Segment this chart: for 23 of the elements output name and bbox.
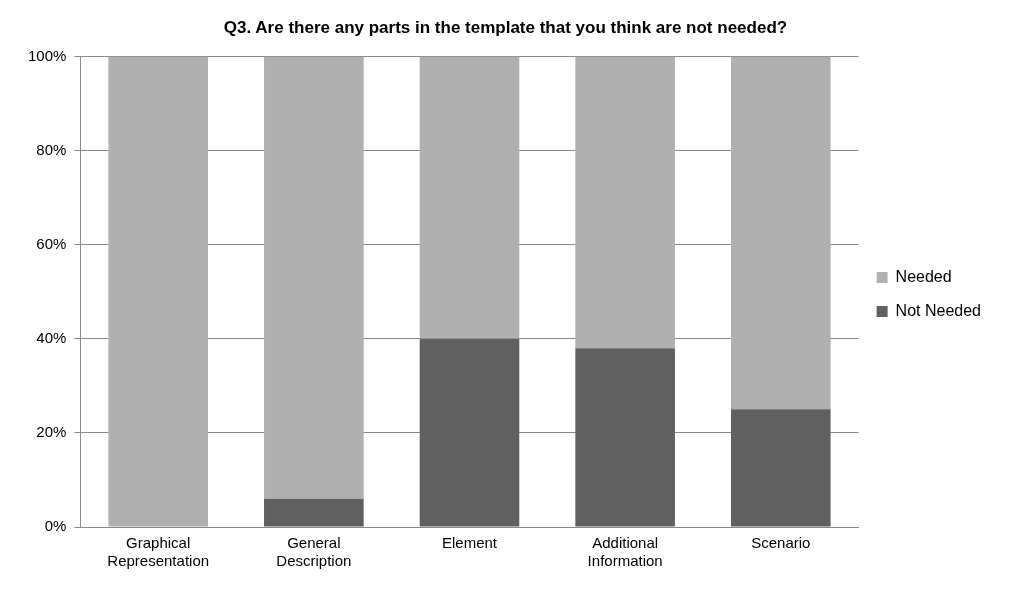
y-tick-label: 20% <box>36 423 67 441</box>
y-tick-label: 60% <box>36 234 67 252</box>
bar <box>575 348 675 527</box>
y-tick-label: 100% <box>27 46 67 64</box>
bar <box>419 56 520 339</box>
bar <box>264 56 364 499</box>
x-tick-label: Scenario <box>751 534 811 552</box>
bar <box>108 56 208 527</box>
y-tick-label: 80% <box>36 140 67 158</box>
y-tick-label: 40% <box>36 328 67 346</box>
bar <box>730 409 831 527</box>
bar <box>419 338 520 527</box>
bar <box>264 498 364 527</box>
x-tick-label: General Description <box>276 534 352 570</box>
bar <box>730 56 831 410</box>
x-tick-label: Element <box>441 534 498 552</box>
x-tick-label: Additional Information <box>587 534 663 570</box>
legend-label: Not Needed <box>895 301 981 319</box>
x-tick-label: Graphical Representation <box>107 534 210 570</box>
bar <box>575 56 675 349</box>
legend-label: Needed <box>895 267 952 285</box>
y-tick-label: 0% <box>44 517 67 535</box>
chart-title: Q3. Are there any parts in the template that you think are not needed? <box>223 17 788 37</box>
